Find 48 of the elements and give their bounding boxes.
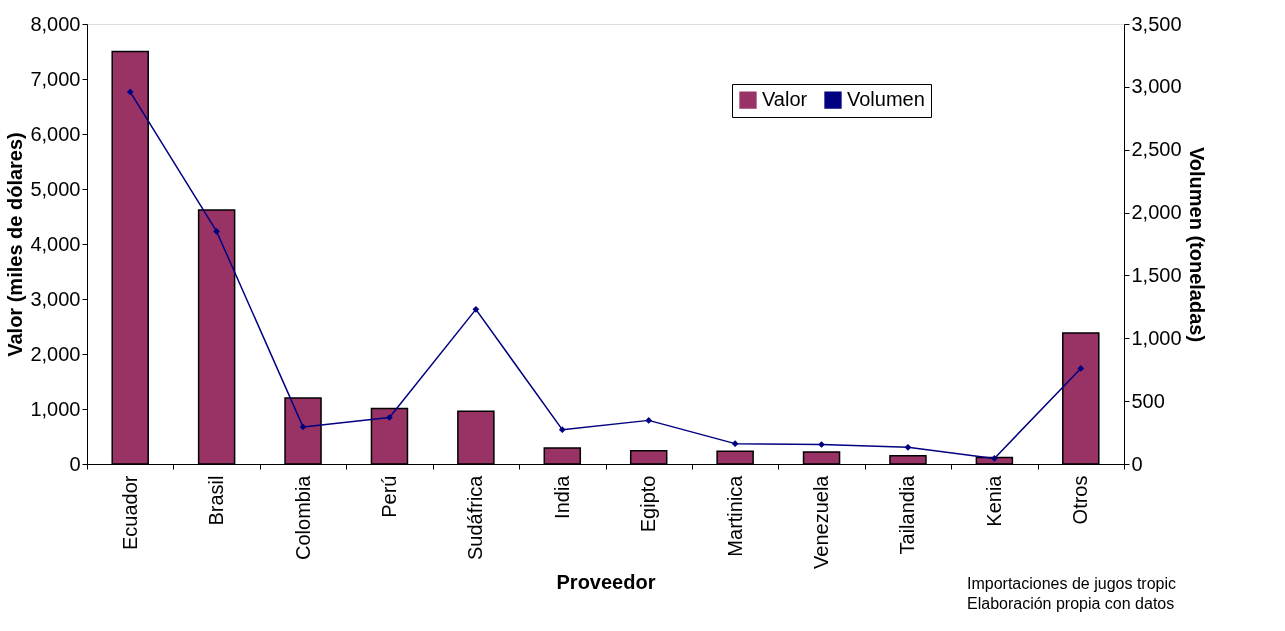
- x-tick-label: India: [550, 474, 573, 519]
- text: Elaboración propia con datos: [967, 595, 1175, 612]
- point: [299, 423, 307, 431]
- y-tick-label: 2,000: [30, 342, 81, 365]
- y2-tick-label: 1,500: [1131, 263, 1182, 286]
- x-tick-label: Tailandia: [896, 474, 919, 555]
- y-tick-label: 8,000: [30, 12, 81, 35]
- point: [818, 441, 825, 448]
- point: [991, 455, 998, 462]
- y-axis-title: Valor (miles de dólares): [4, 132, 27, 357]
- point: [1077, 365, 1085, 372]
- point: [386, 414, 393, 421]
- x-tick-label: Brasil: [205, 475, 228, 526]
- legend-label: Volumen: [847, 88, 925, 111]
- x-tick-label: Martinica: [723, 474, 746, 557]
- x-tick-label: Ecuador: [118, 475, 141, 550]
- text: Importaciones de jugos tropic: [967, 575, 1176, 592]
- legend-label: Valor: [762, 88, 808, 111]
- x-tick-label: Otros: [1069, 475, 1092, 525]
- x-tick-label: Egipto: [637, 475, 660, 533]
- x-tick-label: Sudáfrica: [464, 474, 487, 560]
- y2-tick-label: 3,000: [1131, 75, 1182, 98]
- point: [472, 306, 480, 313]
- y-tick-label: 1,000: [30, 397, 81, 420]
- y2-tick-label: 2,000: [1131, 201, 1182, 224]
- y2-axis-title: Volumen (toneladas): [1185, 146, 1208, 343]
- point: [213, 228, 220, 235]
- y-tick-label: 5,000: [30, 177, 81, 200]
- y2-tick-label: 2,500: [1131, 138, 1182, 161]
- y-tick-label: 6,000: [30, 122, 81, 145]
- y2-tick-label: 3,500: [1131, 12, 1182, 35]
- x-tick-label: Perú: [377, 475, 400, 518]
- x-tick-label: Venezuela: [810, 474, 833, 569]
- point: [645, 417, 653, 424]
- y2-tick-label: 500: [1131, 389, 1165, 412]
- y-tick-label: 7,000: [30, 67, 81, 90]
- y-tick-label: 3,000: [30, 287, 81, 310]
- y-tick-label: 0: [69, 452, 81, 475]
- point: [904, 443, 912, 451]
- x-axis-title: Proveedor: [556, 570, 656, 593]
- y2-tick-label: 0: [1131, 452, 1143, 475]
- y-tick-label: 4,000: [30, 232, 81, 255]
- point: [126, 88, 134, 96]
- x-tick-label: Kenia: [982, 474, 1005, 527]
- point: [558, 426, 566, 434]
- x-tick-label: Colombia: [291, 474, 314, 560]
- point: [731, 440, 739, 447]
- y2-tick-label: 1,000: [1131, 326, 1182, 349]
